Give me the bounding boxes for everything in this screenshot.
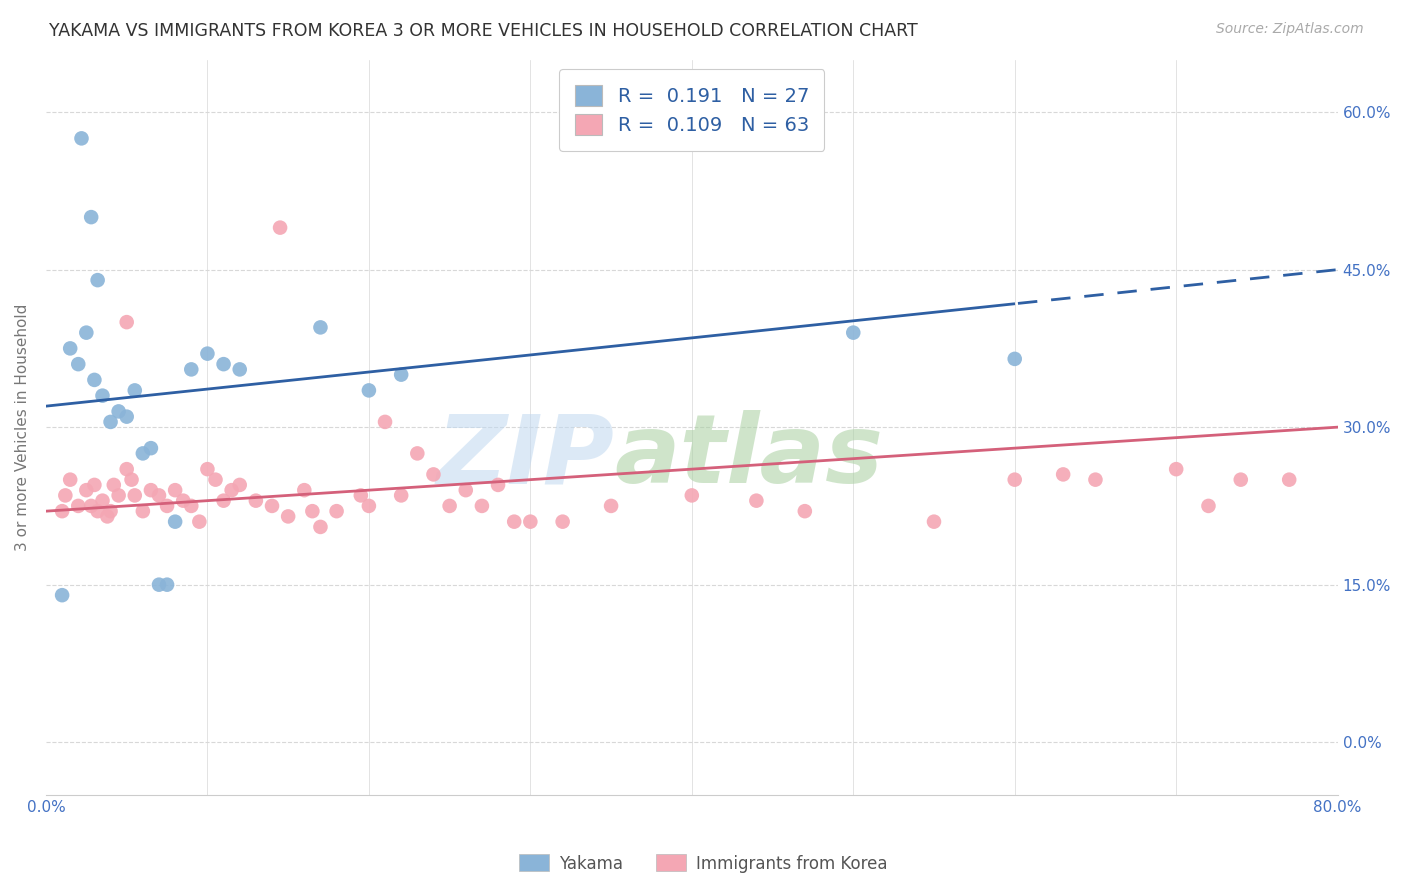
Point <box>519 515 541 529</box>
Point <box>197 462 219 476</box>
Point <box>156 499 179 513</box>
Point <box>148 488 170 502</box>
Point <box>269 220 291 235</box>
Point <box>165 483 187 498</box>
Point <box>107 404 129 418</box>
Point <box>51 504 73 518</box>
Point <box>745 493 768 508</box>
Point <box>86 273 108 287</box>
Point <box>86 504 108 518</box>
Point <box>124 384 146 398</box>
Point <box>180 362 202 376</box>
Y-axis label: 3 or more Vehicles in Household: 3 or more Vehicles in Household <box>15 303 30 551</box>
Point <box>148 577 170 591</box>
Point <box>389 488 412 502</box>
Point <box>292 483 315 498</box>
Point <box>1004 473 1026 487</box>
Point <box>115 462 138 476</box>
Point <box>121 473 143 487</box>
Point <box>67 357 90 371</box>
Point <box>1278 473 1301 487</box>
Point <box>1229 473 1251 487</box>
Point <box>309 520 332 534</box>
Point <box>309 320 332 334</box>
Point <box>83 373 105 387</box>
Point <box>132 504 155 518</box>
Point <box>139 441 162 455</box>
Point <box>1198 499 1220 513</box>
Point <box>100 415 122 429</box>
Text: atlas: atlas <box>614 410 883 503</box>
Point <box>551 515 574 529</box>
Point <box>325 504 347 518</box>
Point <box>59 473 82 487</box>
Point <box>180 499 202 513</box>
Point <box>91 389 114 403</box>
Point <box>103 478 125 492</box>
Point <box>374 415 396 429</box>
Legend: R =  0.191   N = 27, R =  0.109   N = 63: R = 0.191 N = 27, R = 0.109 N = 63 <box>560 70 824 151</box>
Point <box>221 483 243 498</box>
Point <box>389 368 412 382</box>
Point <box>204 473 226 487</box>
Point <box>228 362 250 376</box>
Point <box>471 499 494 513</box>
Point <box>406 446 429 460</box>
Point <box>67 499 90 513</box>
Point <box>75 483 97 498</box>
Point <box>96 509 118 524</box>
Point <box>80 210 103 224</box>
Point <box>100 504 122 518</box>
Point <box>260 499 283 513</box>
Point <box>124 488 146 502</box>
Point <box>793 504 815 518</box>
Text: ZIP: ZIP <box>436 410 614 503</box>
Point <box>91 493 114 508</box>
Point <box>75 326 97 340</box>
Point <box>1004 351 1026 366</box>
Point <box>132 446 155 460</box>
Point <box>350 488 373 502</box>
Point <box>439 499 461 513</box>
Point <box>197 346 219 360</box>
Point <box>156 577 179 591</box>
Point <box>115 409 138 424</box>
Point <box>59 342 82 356</box>
Point <box>357 499 380 513</box>
Point <box>51 588 73 602</box>
Point <box>486 478 509 492</box>
Point <box>212 493 235 508</box>
Point <box>503 515 526 529</box>
Point <box>228 478 250 492</box>
Point <box>115 315 138 329</box>
Point <box>422 467 444 482</box>
Point <box>357 384 380 398</box>
Point <box>172 493 194 508</box>
Point <box>107 488 129 502</box>
Point <box>681 488 703 502</box>
Point <box>1166 462 1188 476</box>
Point <box>83 478 105 492</box>
Point <box>139 483 162 498</box>
Point <box>245 493 267 508</box>
Point <box>80 499 103 513</box>
Point <box>922 515 945 529</box>
Text: Source: ZipAtlas.com: Source: ZipAtlas.com <box>1216 22 1364 37</box>
Point <box>165 515 187 529</box>
Point <box>301 504 323 518</box>
Point <box>188 515 211 529</box>
Point <box>600 499 623 513</box>
Point <box>277 509 299 524</box>
Point <box>53 488 76 502</box>
Point <box>842 326 865 340</box>
Text: YAKAMA VS IMMIGRANTS FROM KOREA 3 OR MORE VEHICLES IN HOUSEHOLD CORRELATION CHAR: YAKAMA VS IMMIGRANTS FROM KOREA 3 OR MOR… <box>49 22 918 40</box>
Point <box>212 357 235 371</box>
Point <box>70 131 93 145</box>
Point <box>1084 473 1107 487</box>
Point <box>454 483 477 498</box>
Legend: Yakama, Immigrants from Korea: Yakama, Immigrants from Korea <box>512 847 894 880</box>
Point <box>1052 467 1074 482</box>
